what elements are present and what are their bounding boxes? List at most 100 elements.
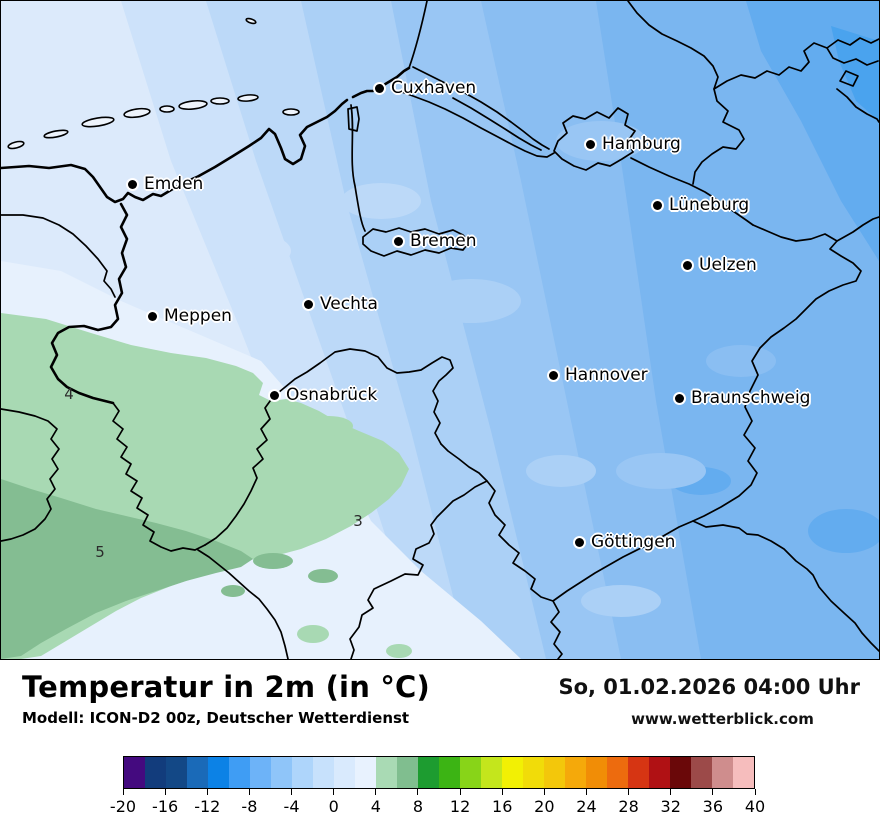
temp-green-dark-region bbox=[1, 479, 253, 659]
scale-tick-label: 0 bbox=[328, 797, 339, 816]
bremerhaven-outline bbox=[347, 106, 360, 132]
city-marker: Hamburg bbox=[586, 134, 681, 154]
scale-tick bbox=[459, 789, 461, 795]
scale-tick-label: -4 bbox=[283, 797, 300, 816]
city-label: Lüneburg bbox=[669, 195, 750, 215]
color-scale-segment bbox=[439, 757, 460, 788]
scale-tick-label: -8 bbox=[241, 797, 258, 816]
color-scale-segment bbox=[418, 757, 439, 788]
color-scale-segment bbox=[544, 757, 565, 788]
island bbox=[43, 129, 69, 139]
border-nl-internal bbox=[1, 214, 116, 298]
island bbox=[159, 105, 175, 113]
color-scale-segment bbox=[166, 757, 187, 788]
border-south bbox=[550, 520, 694, 659]
city-marker: Emden bbox=[128, 174, 203, 194]
scale-tick bbox=[628, 789, 630, 795]
scale-tick-label: -12 bbox=[194, 797, 221, 816]
border-south bbox=[440, 443, 554, 602]
scale-tick-label: 8 bbox=[412, 797, 424, 816]
city-dot bbox=[675, 393, 684, 403]
scale-tick-label: 36 bbox=[702, 797, 724, 816]
city-marker: Lüneburg bbox=[653, 195, 749, 215]
color-scale-segment bbox=[355, 757, 376, 788]
city-marker: Göttingen bbox=[575, 532, 675, 552]
city-marker: Braunschweig bbox=[675, 388, 810, 408]
color-scale-bar bbox=[123, 756, 755, 789]
temp-patch bbox=[421, 279, 521, 323]
color-scale-segment bbox=[523, 757, 544, 788]
scale-tick bbox=[291, 789, 293, 795]
color-scale-segment bbox=[460, 757, 481, 788]
city-dot bbox=[586, 139, 595, 149]
city-label: Meppen bbox=[164, 306, 232, 326]
scale-tick bbox=[754, 789, 756, 795]
scale-tick bbox=[585, 789, 587, 795]
city-dot bbox=[148, 311, 157, 321]
color-scale-segment bbox=[124, 757, 145, 788]
city-label: Osnabrück bbox=[286, 385, 378, 405]
color-scale-segment bbox=[586, 757, 607, 788]
scale-tick-label: 12 bbox=[449, 797, 471, 816]
border-northeast bbox=[627, 1, 745, 185]
border-northeast bbox=[836, 88, 879, 123]
coastline-north bbox=[408, 1, 428, 69]
island bbox=[7, 140, 25, 150]
city-dot bbox=[375, 83, 384, 93]
scale-tick-label: -20 bbox=[109, 797, 137, 816]
website-label: www.wetterblick.com bbox=[631, 710, 814, 728]
temp-green-dark-patch bbox=[308, 569, 338, 583]
color-scale-segment bbox=[313, 757, 334, 788]
temp-patch bbox=[706, 345, 776, 377]
scale-tick bbox=[712, 789, 714, 795]
scale-tick-label: 20 bbox=[534, 797, 555, 816]
temp-patch bbox=[526, 455, 596, 487]
color-scale-legend: -20 -16 -12 -8 -4 0 4 8 12 16 20 24 28 32 36 40 bbox=[110, 756, 765, 817]
city-dot bbox=[304, 299, 313, 309]
temp-patch bbox=[616, 453, 706, 489]
islands-group bbox=[7, 17, 300, 150]
color-scale-segment bbox=[712, 757, 733, 788]
color-scale-segment bbox=[376, 757, 397, 788]
scale-tick-label: 40 bbox=[744, 797, 766, 816]
scale-tick bbox=[543, 789, 545, 795]
coastline bbox=[1, 98, 349, 204]
valid-datetime: So, 01.02.2026 04:00 Uhr bbox=[558, 675, 860, 699]
scale-tick-label: -16 bbox=[152, 797, 179, 816]
elbe-southeast bbox=[630, 157, 754, 226]
temp-patch bbox=[211, 233, 291, 269]
border-southwest bbox=[112, 402, 206, 552]
border-osnabrueck bbox=[204, 348, 454, 546]
city-label: Braunschweig bbox=[691, 388, 811, 408]
temp-green-dark-patch bbox=[221, 585, 245, 597]
color-scale-ticks bbox=[122, 789, 756, 796]
scale-tick bbox=[122, 789, 124, 795]
island bbox=[81, 116, 115, 128]
island bbox=[210, 97, 230, 105]
color-scale-segment bbox=[250, 757, 271, 788]
city-dot bbox=[653, 200, 662, 210]
color-scale-segment bbox=[649, 757, 670, 788]
color-scale-segment bbox=[271, 757, 292, 788]
island bbox=[178, 99, 208, 111]
island bbox=[123, 107, 151, 119]
map-canvas bbox=[1, 1, 879, 659]
city-dot bbox=[394, 236, 403, 246]
city-marker: Cuxhaven bbox=[375, 78, 476, 98]
color-scale-segment bbox=[670, 757, 691, 788]
color-scale-segment bbox=[145, 757, 166, 788]
island bbox=[282, 108, 300, 116]
temp-patch bbox=[556, 121, 646, 161]
border-east bbox=[692, 224, 879, 652]
city-label: Vechta bbox=[320, 294, 378, 314]
city-dot bbox=[270, 390, 279, 400]
scale-tick bbox=[375, 789, 377, 795]
scale-tick-label: 32 bbox=[660, 797, 681, 816]
scale-tick bbox=[248, 789, 250, 795]
city-marker: Bremen bbox=[394, 231, 477, 251]
color-scale-segment bbox=[481, 757, 502, 788]
city-label: Uelzen bbox=[699, 255, 757, 275]
city-dot bbox=[549, 370, 558, 380]
city-label: Bremen bbox=[410, 231, 477, 251]
